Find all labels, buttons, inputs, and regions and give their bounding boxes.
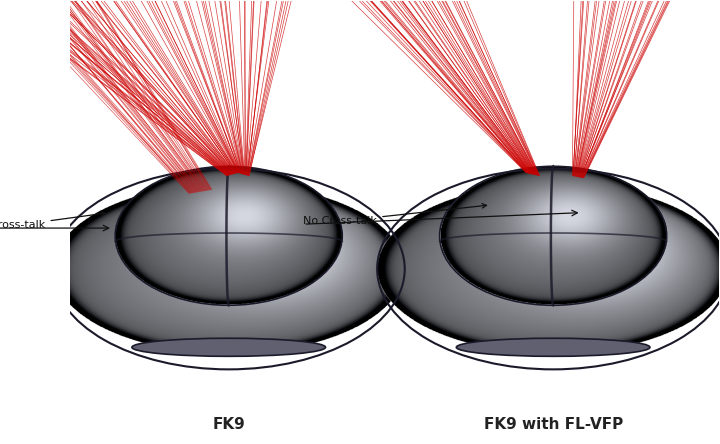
Ellipse shape <box>132 338 325 357</box>
Text: No Cross-talk: No Cross-talk <box>303 204 487 226</box>
Text: FK9 with FL-VFP: FK9 with FL-VFP <box>484 417 623 432</box>
Text: Cross-talk: Cross-talk <box>0 212 105 230</box>
Ellipse shape <box>456 338 650 357</box>
Text: FK9: FK9 <box>212 417 245 432</box>
